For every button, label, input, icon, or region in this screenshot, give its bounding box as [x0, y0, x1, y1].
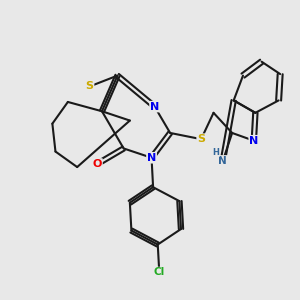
Text: H: H — [213, 148, 220, 157]
Text: S: S — [85, 82, 94, 92]
Text: N: N — [147, 153, 156, 163]
Text: Cl: Cl — [154, 267, 165, 278]
Text: O: O — [93, 159, 102, 169]
Text: N: N — [249, 136, 259, 146]
Text: N: N — [218, 156, 227, 166]
Text: N: N — [150, 102, 159, 112]
Text: S: S — [197, 134, 205, 144]
